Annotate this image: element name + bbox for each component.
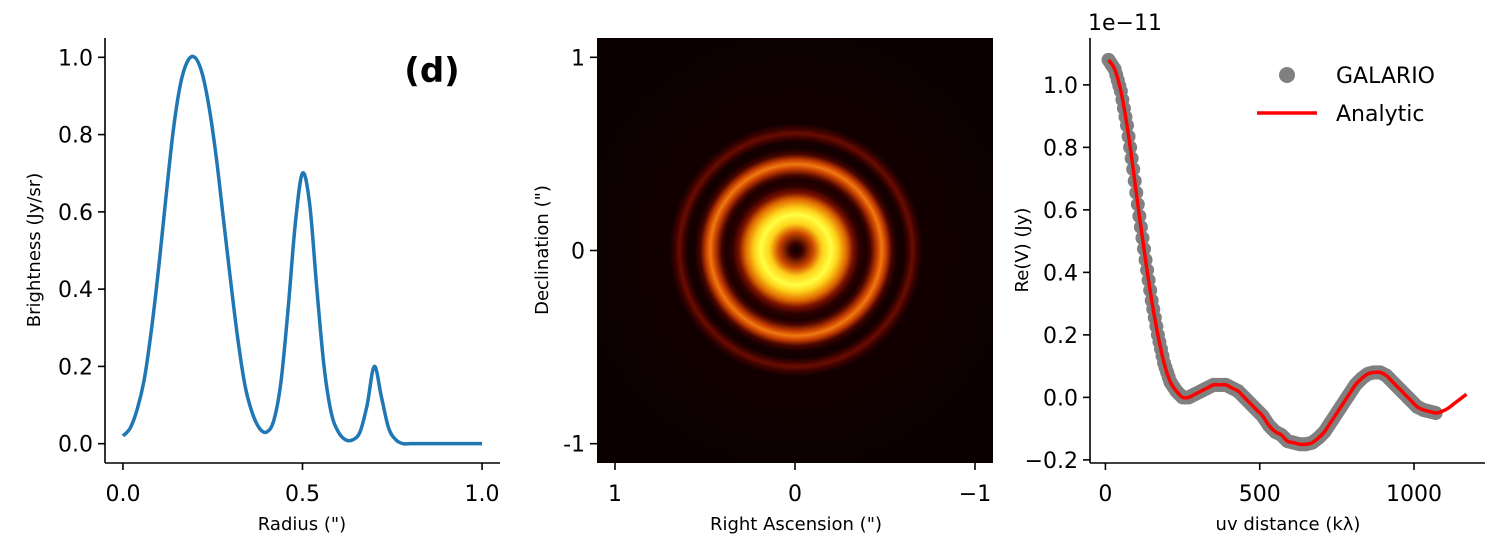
panel3-x-tick-label: 500	[1239, 482, 1281, 507]
panel2-ticks: 1 0 −1 1 0 -1	[563, 46, 991, 507]
legend-label-galario: GALARIO	[1336, 64, 1435, 89]
legend-marker-galario	[1279, 67, 1295, 83]
sky-image-panel: 1 0 −1 1 0 -1 Right Ascension (") Declination…	[532, 38, 993, 535]
brightness-profile-line	[121, 54, 483, 446]
panel2-x-tick-label: 1	[608, 482, 622, 507]
panel1-axes	[104, 38, 500, 464]
panel2-x-tick-label: 0	[788, 482, 802, 507]
panel1-y-tick-label: 1.0	[58, 46, 93, 71]
panel1-y-tick-label: 0.2	[58, 355, 93, 380]
panel1-x-tick-label: 1.0	[465, 482, 500, 507]
panel1-y-tick-label: 0.0	[58, 433, 93, 458]
panel1-x-tick-label: 0.0	[105, 482, 140, 507]
panel2-x-label: Right Ascension (")	[710, 514, 882, 535]
panel3-y-tick-label: 0.6	[1043, 199, 1078, 224]
panel3-axes	[1089, 38, 1485, 464]
panel1-y-tick-label: 0.6	[58, 201, 93, 226]
panel1-y-label: Brightness (Jy/sr)	[24, 173, 45, 327]
panel3-y-tick-label: 0.8	[1043, 136, 1078, 161]
panel3-y-tick-label: 0.4	[1043, 261, 1078, 286]
panel2-y-label: Declination (")	[532, 185, 553, 315]
panel3-ticks: 0 500 1000 −0.2 0.0 0.2 0.4 0.6 0.8 1.0	[1025, 74, 1442, 507]
panel1-x-tick-label: 0.5	[285, 482, 320, 507]
legend-label-analytic: Analytic	[1336, 102, 1424, 127]
panel3-y-tick-label: 0.0	[1043, 386, 1078, 411]
visibility-panel: 0 500 1000 −0.2 0.0 0.2 0.4 0.6 0.8 1.0 1e−11 uv …	[1012, 11, 1485, 535]
panel3-y-label: Re(V) (Jy)	[1012, 208, 1033, 293]
panel1-y-tick-label: 0.8	[58, 124, 93, 149]
panel3-x-label: uv distance (kλ)	[1216, 514, 1361, 535]
panel3-y-tick-label: 0.2	[1043, 324, 1078, 349]
panel3-y-tick-label: −0.2	[1025, 449, 1078, 474]
panel2-y-tick-label: -1	[563, 433, 585, 458]
panel1-series	[121, 54, 483, 446]
panel3-x-tick-label: 0	[1098, 482, 1112, 507]
panel1-ticks: 0.0 0.5 1.0 0.0 0.2 0.4 0.6 0.8 1.0	[58, 46, 500, 507]
panel3-y-tick-label: 1.0	[1043, 74, 1078, 99]
panel-letter: (d)	[404, 51, 459, 91]
panel2-y-tick-label: 0	[571, 240, 585, 265]
y-offset-text: 1e−11	[1088, 11, 1162, 36]
panel2-x-tick-label: −1	[959, 482, 991, 507]
panel3-x-tick-label: 1000	[1386, 482, 1442, 507]
panel2-y-tick-label: 1	[571, 46, 585, 71]
panel1-x-label: Radius (")	[258, 514, 346, 535]
brightness-profile-panel: 0.0 0.5 1.0 0.0 0.2 0.4 0.6 0.8 1.0 (d) Radius (…	[24, 38, 500, 535]
ring-image	[597, 38, 993, 463]
panel3-series	[1101, 52, 1468, 452]
panel1-y-tick-label: 0.4	[58, 278, 93, 303]
legend: GALARIO Analytic	[1257, 64, 1435, 127]
analytic-line	[1107, 58, 1468, 447]
